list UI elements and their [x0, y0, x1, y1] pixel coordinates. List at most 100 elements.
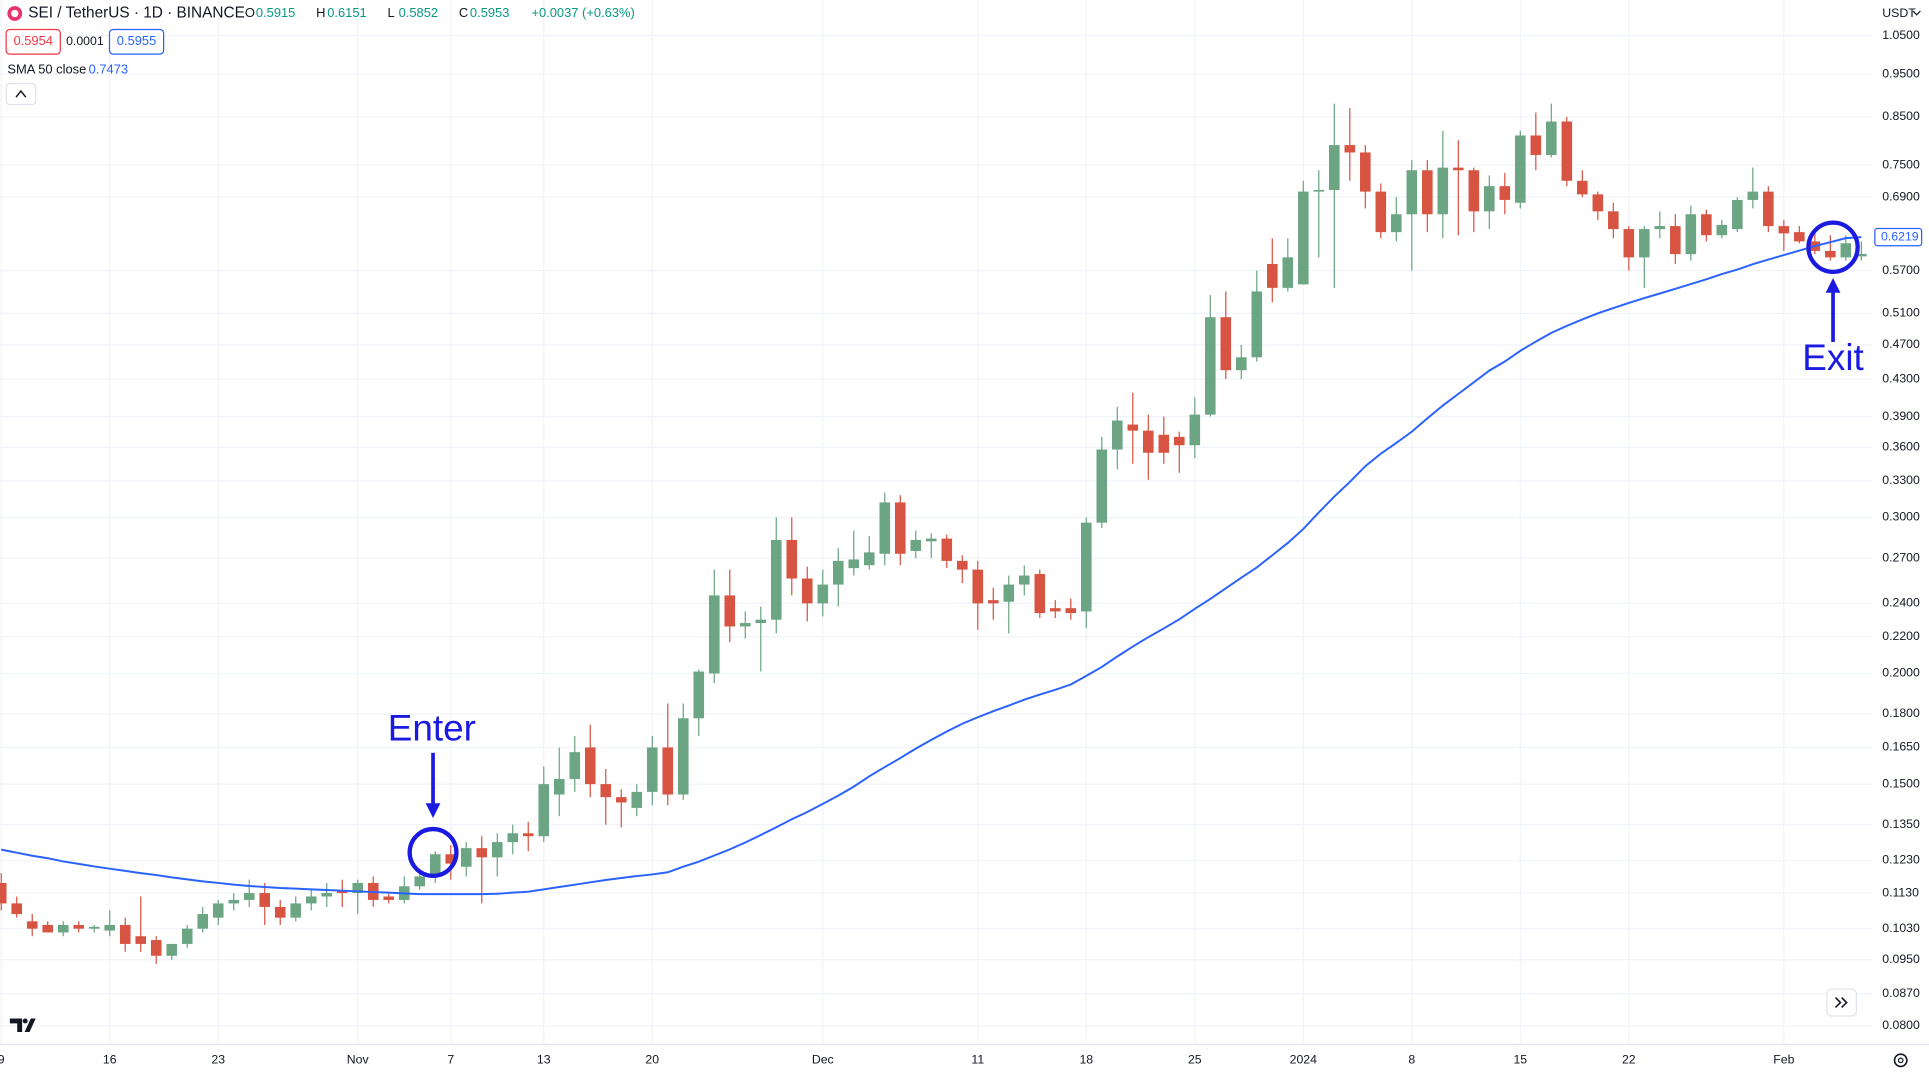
candle-body [228, 899, 240, 904]
candle-body [770, 539, 782, 620]
candle-body [1406, 170, 1418, 215]
candle-body [1794, 232, 1805, 242]
candle-body [569, 752, 581, 780]
candle-body [11, 903, 23, 915]
y-tick-label: 0.5100 [1882, 306, 1920, 320]
candle-body [1701, 214, 1712, 236]
indicator-value: 0.7473 [89, 62, 128, 77]
candle-body [941, 538, 953, 561]
y-tick-label: 0.2000 [1882, 666, 1920, 680]
candle-body [259, 893, 271, 907]
candle-body [57, 924, 69, 933]
candle-body [615, 797, 627, 803]
buy-price[interactable]: 0.5955 [117, 33, 156, 48]
candle-body [1499, 186, 1511, 200]
y-tick-label: 0.4300 [1882, 371, 1920, 385]
indicator-name: SMA 50 close [7, 62, 86, 77]
x-tick-label: Nov [347, 1053, 370, 1067]
candle-body [507, 833, 519, 843]
x-tick-label: Dec [812, 1053, 834, 1067]
candle-body [755, 619, 767, 624]
scroll-icon[interactable] [1834, 997, 1848, 1008]
candle-body [352, 882, 364, 894]
tradingview-logo-dot[interactable] [22, 1018, 28, 1024]
candle-body [42, 924, 54, 933]
y-tick-label: 0.6900 [1882, 189, 1920, 203]
candle-body [445, 854, 457, 864]
x-tick-label: 2024 [1290, 1053, 1318, 1067]
axes: 1.0500 0.9500 0.8500 0.7500 0.6900 0.5700 0.51… [0, 28, 1923, 1067]
candle-body [1592, 194, 1604, 212]
y-tick-label: 0.0950 [1882, 952, 1920, 966]
y-tick-label: 0.5700 [1882, 263, 1920, 277]
y-tick-label: 0.1230 [1882, 853, 1920, 867]
candle-body [584, 747, 596, 785]
y-tick-label: 0.3300 [1882, 473, 1920, 487]
ohlc-value: 0.5953 [470, 5, 509, 20]
candle-body [212, 903, 224, 918]
candle-body [801, 578, 813, 604]
buy-button[interactable] [108, 28, 165, 55]
candle-body [1577, 180, 1588, 195]
candle-body [1825, 250, 1836, 258]
scroll-to-realtime[interactable] [1826, 988, 1858, 1017]
candle-body [863, 552, 875, 566]
settings-icon[interactable] [1897, 1057, 1904, 1064]
candle-body [274, 906, 286, 918]
candle-body [832, 560, 844, 585]
candle-body [1034, 574, 1046, 614]
candle-body [1670, 226, 1681, 255]
candle-body [1763, 191, 1774, 227]
candle-body [460, 848, 472, 867]
x-tick-label: Feb [1773, 1053, 1794, 1067]
candle-body [1375, 191, 1387, 233]
y-tick-label: 1.0500 [1882, 28, 1920, 42]
candle-body [1468, 170, 1480, 212]
x-tick-label: 9 [0, 1053, 5, 1067]
candle-body [1096, 449, 1108, 523]
y-tick-label: 0.7500 [1882, 157, 1920, 171]
candle-body [1344, 145, 1356, 153]
candle-body [383, 896, 395, 900]
x-tick-label: 11 [971, 1053, 984, 1067]
candle-body [786, 539, 798, 579]
enter-arrow-head [425, 803, 441, 818]
collapse-button[interactable] [5, 83, 37, 106]
currency-caret[interactable] [1912, 10, 1921, 16]
sell-button[interactable] [5, 28, 61, 55]
grid [0, 0, 1873, 1044]
plot-area [0, 103, 1867, 964]
tradingview-logo[interactable] [9, 1018, 36, 1033]
candle-body [1515, 135, 1526, 203]
candle-body [538, 784, 550, 837]
candle-body [1608, 211, 1619, 230]
change: +0.0037 (+0.63%) [531, 5, 634, 20]
settings-button[interactable] [1893, 1053, 1908, 1068]
candle-body [150, 940, 162, 956]
candle-body [1561, 121, 1573, 181]
y-tick-label: 0.0800 [1882, 1018, 1920, 1032]
candle-body [1453, 167, 1464, 171]
candle-body [26, 921, 38, 929]
y-tick-label: 0.0870 [1882, 986, 1920, 1000]
y-tick-label: 0.8500 [1882, 109, 1920, 123]
candle-body [1143, 430, 1154, 453]
candle-body [1251, 291, 1263, 358]
x-tick-label: 8 [1408, 1053, 1415, 1067]
candle-body [1639, 229, 1650, 258]
candle-body [1716, 224, 1728, 236]
candle-body [1282, 257, 1294, 288]
sell-price[interactable]: 0.5954 [13, 33, 52, 48]
candle-body [119, 924, 131, 944]
candle-body [429, 854, 441, 877]
collapse-icon[interactable] [15, 89, 27, 98]
candle-body [662, 747, 674, 795]
ohlc-value: 0.5915 [256, 5, 295, 20]
candle-body [1391, 214, 1402, 233]
ohlc-label: H [316, 5, 325, 20]
currency[interactable]: USDT [1882, 6, 1916, 20]
candle-body [1856, 253, 1867, 257]
candle-body [925, 538, 937, 542]
